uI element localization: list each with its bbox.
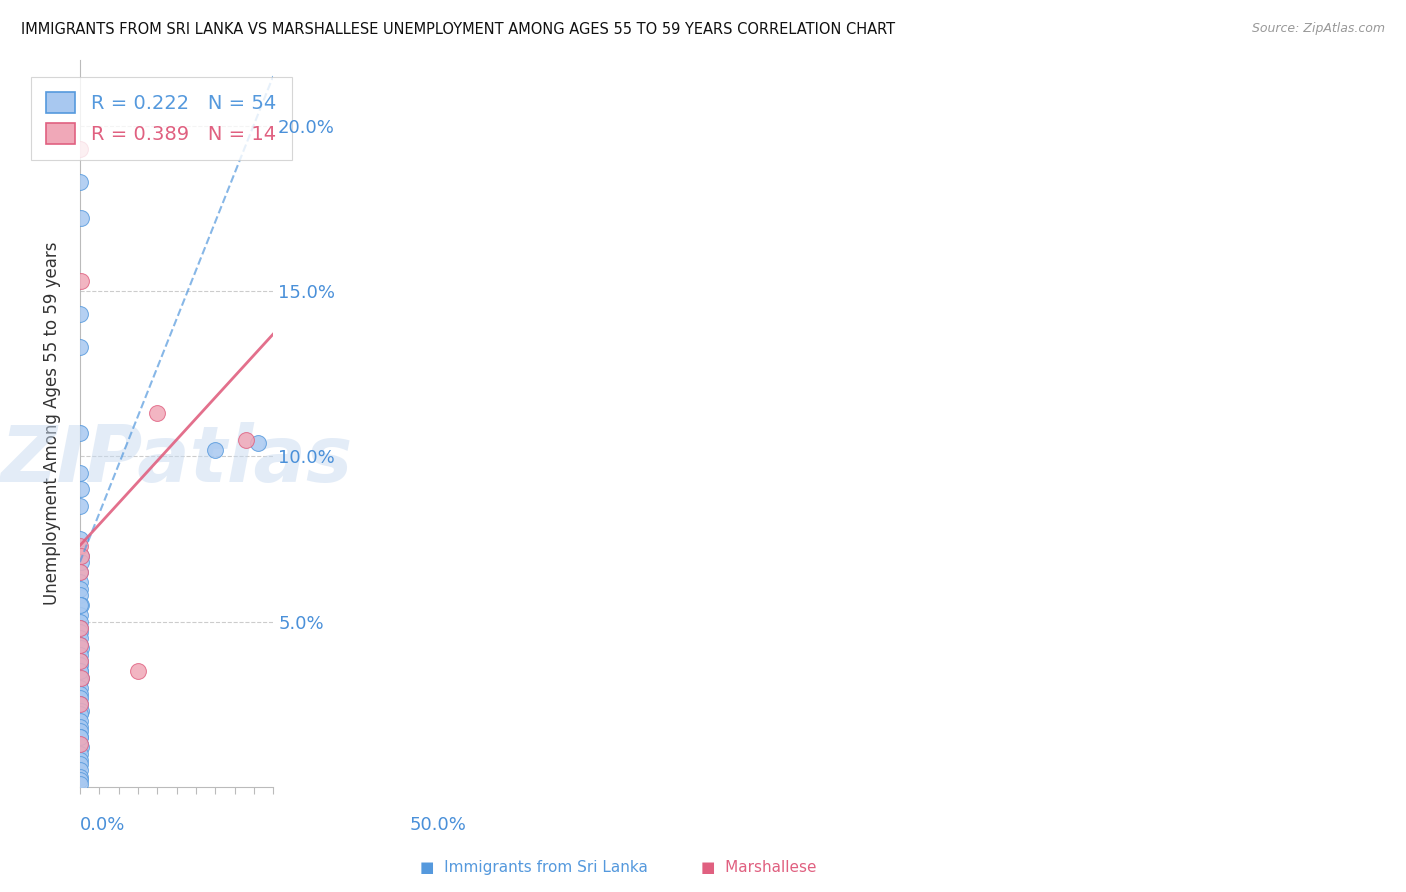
- Point: [69, 466, 91, 480]
- Point: [69, 483, 91, 497]
- Point: [69, 638, 91, 652]
- Point: [69, 740, 91, 755]
- Point: [69, 664, 91, 678]
- Point: [69, 211, 91, 226]
- Point: [69, 142, 91, 156]
- Point: [69, 607, 91, 622]
- Point: [69, 631, 91, 645]
- Text: ■  Marshallese: ■ Marshallese: [702, 861, 817, 875]
- Point: [69, 698, 91, 712]
- Point: [69, 574, 91, 589]
- Text: ZIPatlas: ZIPatlas: [0, 422, 353, 498]
- Point: [69, 539, 91, 553]
- Point: [69, 340, 91, 354]
- Point: [69, 598, 91, 612]
- Point: [69, 657, 91, 672]
- Point: [69, 690, 91, 705]
- Point: [204, 442, 226, 457]
- Point: [69, 756, 91, 771]
- Point: [69, 764, 91, 778]
- Point: [69, 731, 91, 745]
- Point: [69, 641, 91, 656]
- Point: [235, 433, 257, 447]
- Point: [69, 723, 91, 738]
- Point: [69, 499, 91, 513]
- Text: 50.0%: 50.0%: [409, 816, 467, 834]
- Point: [69, 615, 91, 629]
- Point: [69, 687, 91, 701]
- Point: [69, 532, 91, 546]
- Point: [69, 704, 91, 718]
- Point: [69, 598, 91, 612]
- Text: ■  Immigrants from Sri Lanka: ■ Immigrants from Sri Lanka: [420, 861, 648, 875]
- Point: [69, 654, 91, 668]
- Point: [69, 621, 91, 635]
- Point: [69, 426, 91, 441]
- Legend: R = 0.222   N = 54, R = 0.389   N = 14: R = 0.222 N = 54, R = 0.389 N = 14: [31, 77, 291, 160]
- Text: Source: ZipAtlas.com: Source: ZipAtlas.com: [1251, 22, 1385, 36]
- Point: [69, 555, 91, 569]
- Point: [69, 638, 91, 652]
- Point: [69, 707, 91, 722]
- Point: [69, 621, 91, 635]
- Point: [69, 770, 91, 784]
- Point: [69, 714, 91, 728]
- Point: [69, 307, 91, 321]
- Point: [69, 731, 91, 745]
- Point: [69, 549, 91, 563]
- Point: [69, 624, 91, 639]
- Point: [69, 654, 91, 668]
- Point: [69, 698, 91, 712]
- Point: [69, 565, 91, 579]
- Point: [69, 754, 91, 768]
- Point: [69, 549, 91, 563]
- Point: [69, 747, 91, 761]
- Point: [69, 674, 91, 689]
- Point: [146, 406, 169, 420]
- Point: [69, 737, 91, 751]
- Point: [69, 582, 91, 596]
- Point: [69, 664, 91, 678]
- Point: [69, 274, 91, 288]
- Point: [69, 565, 91, 579]
- Point: [69, 776, 91, 790]
- Point: [69, 175, 91, 189]
- Point: [246, 436, 269, 450]
- Point: [69, 671, 91, 685]
- Y-axis label: Unemployment Among Ages 55 to 59 years: Unemployment Among Ages 55 to 59 years: [44, 242, 60, 605]
- Point: [69, 588, 91, 602]
- Point: [69, 737, 91, 751]
- Point: [69, 773, 91, 788]
- Text: 0.0%: 0.0%: [80, 816, 125, 834]
- Point: [127, 664, 149, 678]
- Point: [69, 681, 91, 695]
- Text: IMMIGRANTS FROM SRI LANKA VS MARSHALLESE UNEMPLOYMENT AMONG AGES 55 TO 59 YEARS : IMMIGRANTS FROM SRI LANKA VS MARSHALLESE…: [21, 22, 896, 37]
- Point: [69, 648, 91, 662]
- Point: [69, 671, 91, 685]
- Point: [69, 720, 91, 734]
